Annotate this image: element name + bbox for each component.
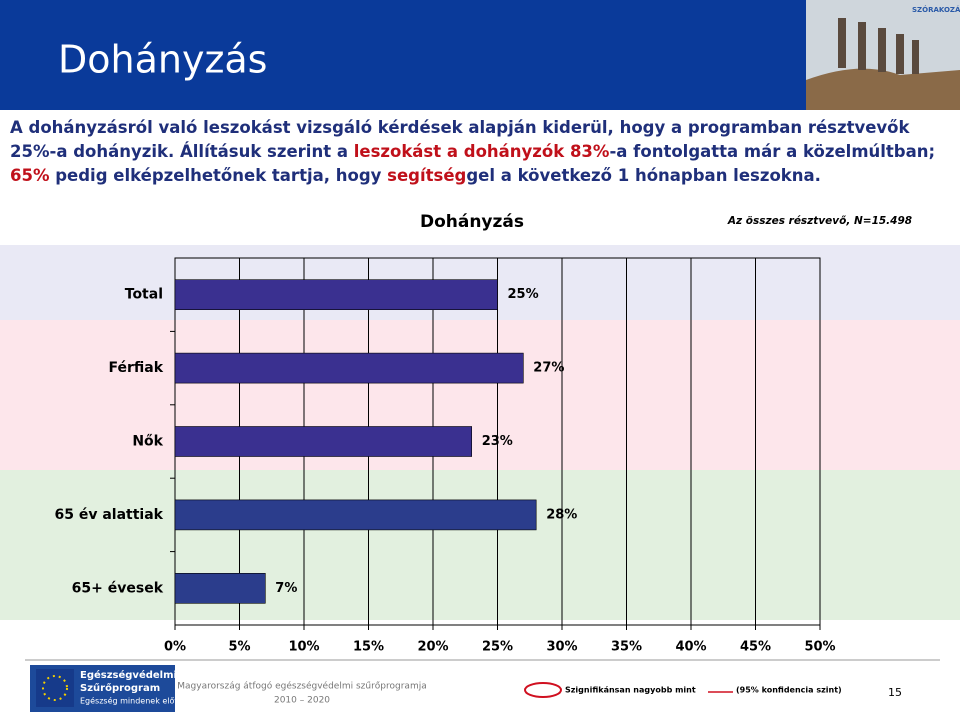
x-tick-label: 5%	[228, 640, 250, 655]
bar	[174, 572, 266, 604]
x-tick-label: 50%	[804, 640, 835, 655]
eu-stars	[42, 675, 68, 701]
intro-segment: pedig elképzelhetőnek tartja, hogy	[49, 166, 388, 185]
y-tick-label: Total	[125, 287, 163, 303]
page-number: 15	[888, 686, 902, 699]
x-tick-label: 20%	[417, 640, 448, 655]
value-label: 25%	[508, 287, 539, 302]
y-tick-label: 65 év alattiak	[55, 507, 164, 523]
x-tick-label: 45%	[740, 640, 771, 655]
x-tick-label: 40%	[675, 640, 706, 655]
x-tick-label: 30%	[546, 640, 577, 655]
x-tick-label: 0%	[164, 640, 186, 655]
logo-text: Egészség mindenek előtt...	[80, 696, 188, 706]
program-name: Magyarország átfogó egészségvédelmi szűr…	[177, 681, 426, 692]
photo-people	[838, 18, 919, 74]
bar	[174, 499, 537, 531]
bar	[174, 279, 498, 311]
value-label: 7%	[275, 581, 297, 596]
legend-text: Szignifikánsan nagyobb mint	[565, 686, 696, 695]
slide-title: Dohányzás	[58, 38, 267, 82]
eu-flag	[36, 669, 74, 707]
band	[0, 470, 960, 620]
intro-segment: 65%	[10, 166, 50, 185]
intro-segment: segítség	[387, 166, 467, 185]
x-tick-label: 15%	[353, 640, 384, 655]
y-tick-label: Férfiak	[108, 360, 163, 376]
intro-segment: -a fontolgatta már a közelmúltban;	[609, 142, 936, 161]
value-label: 27%	[533, 361, 564, 376]
photo-label: SZÓRAKOZÁS?	[912, 5, 960, 14]
chart: 0% 5% 10% 15% 20% 25% 30% 35% 40% 45% 50% Total 25% F…	[55, 257, 836, 655]
bar	[174, 352, 524, 384]
bar	[174, 426, 473, 457]
intro-segment: leszokást a dohányzók 83%	[353, 142, 610, 161]
legend-circle	[524, 682, 562, 698]
intro-segment: A dohányzásról való leszokást vizsgáló k…	[10, 118, 910, 161]
chart-title: Dohányzás	[420, 212, 524, 232]
logo-text: Szűrőprogram	[80, 682, 160, 694]
y-tick-label: 65+ évesek	[72, 580, 164, 596]
program-years: 2010 – 2020	[274, 696, 330, 706]
chart-note: Az összes résztvevő, N=15.498	[727, 215, 912, 227]
header	[0, 0, 960, 110]
intro-segment: gel a következő 1 hónapban leszokna.	[466, 166, 821, 185]
intro-text: A dohányzásról való leszokást vizsgáló k…	[10, 116, 945, 188]
x-tick-label: 25%	[482, 640, 513, 655]
x-tick-label: 10%	[288, 640, 319, 655]
y-tick-label: Nők	[132, 434, 163, 450]
photo-rock	[806, 68, 960, 110]
value-label: 28%	[546, 507, 577, 522]
value-label: 23%	[482, 434, 513, 449]
x-tick-label: 35%	[611, 640, 642, 655]
logo-text: Egészségvédelmi	[80, 669, 177, 681]
legend-note: (95% konfidencia szint)	[736, 686, 842, 695]
band	[0, 320, 960, 470]
photo: SZÓRAKOZÁS?	[806, 0, 960, 110]
